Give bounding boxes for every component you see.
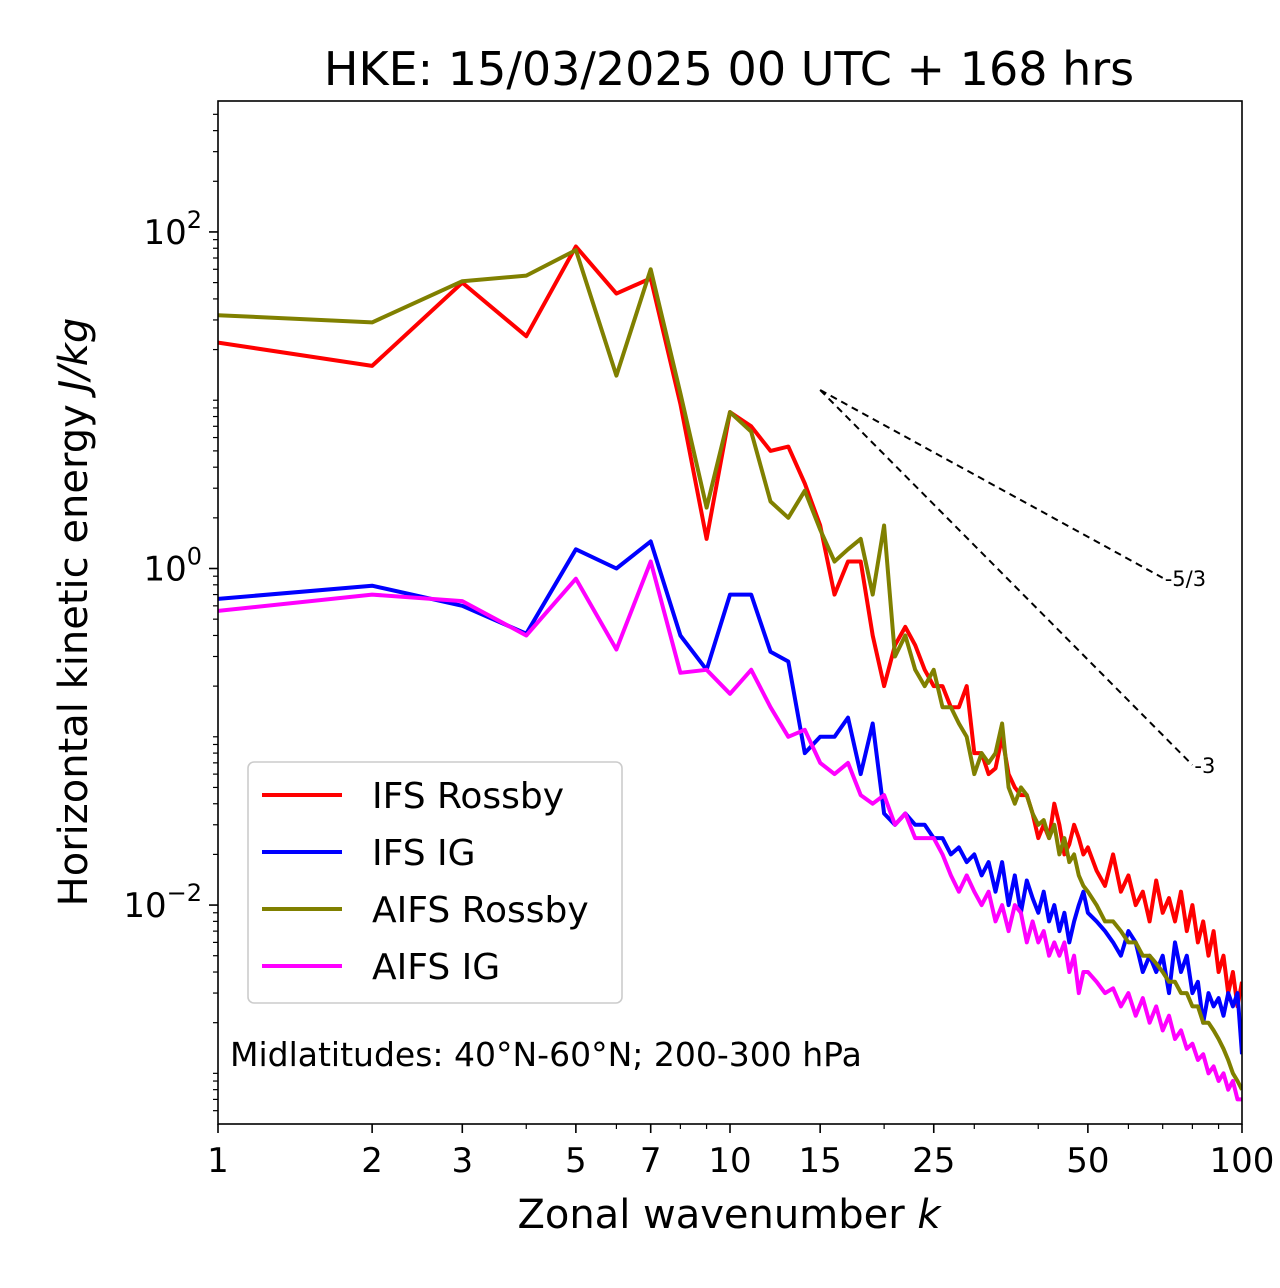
legend-label-3: AIFS Rossby — [372, 890, 589, 931]
series-line-4 — [218, 559, 1242, 1102]
x-tick-label-4: 5 — [565, 1141, 587, 1181]
x-tick-label-3: 3 — [451, 1141, 473, 1181]
y-tick-label-3: 10−2 — [123, 879, 202, 926]
y-tick-label-2: 100 — [143, 543, 202, 590]
x-tick-label-10: 100 — [1210, 1141, 1275, 1181]
reference-slope-line-1 — [819, 389, 1164, 579]
series-layer — [218, 244, 1242, 1102]
reference-slope-label-1: -5/3 — [1165, 567, 1206, 591]
y-tick-label-1: 102 — [143, 206, 202, 253]
y-axis-label: Horizontal kinetic energy J/kg — [51, 318, 97, 907]
x-tick-label-7: 15 — [799, 1141, 842, 1181]
legend: IFS Rossby IFS IG AIFS Rossby AIFS IG — [247, 761, 623, 1004]
legend-label-4: AIFS IG — [372, 947, 500, 988]
region-annotation: Midlatitudes: 40°N-60°N; 200-300 hPa — [230, 1035, 862, 1074]
legend-items: IFS Rossby IFS IG AIFS Rossby AIFS IG — [262, 776, 589, 988]
chart-title: HKE: 15/03/2025 00 UTC + 168 hrs — [324, 42, 1134, 96]
series-line-2 — [218, 539, 1242, 1055]
x-tick-label-2: 2 — [361, 1141, 383, 1181]
reference-slope-line-2 — [819, 389, 1194, 766]
plot-area: -5/3 -3 — [217, 100, 1243, 1125]
legend-label-1: IFS Rossby — [372, 776, 564, 817]
x-tick-label-1: 1 — [207, 1141, 229, 1181]
x-tick-label-5: 7 — [640, 1141, 662, 1181]
x-tick-label-6: 10 — [708, 1141, 751, 1181]
legend-box — [247, 761, 623, 1004]
reference-slope-label-2: -3 — [1194, 754, 1215, 778]
legend-label-2: IFS IG — [372, 833, 476, 874]
x-axis-ticks: 1 2 3 5 7 10 15 25 50 100 — [207, 1124, 1274, 1181]
reference-slopes: -5/3 -3 — [819, 389, 1215, 778]
series-line-3 — [218, 248, 1242, 1091]
x-tick-label-8: 25 — [912, 1141, 955, 1181]
x-tick-label-9: 50 — [1066, 1141, 1109, 1181]
y-axis-ticks: 102 100 10−2 — [123, 113, 218, 1112]
x-axis-label: Zonal wavenumber k — [517, 1192, 942, 1238]
